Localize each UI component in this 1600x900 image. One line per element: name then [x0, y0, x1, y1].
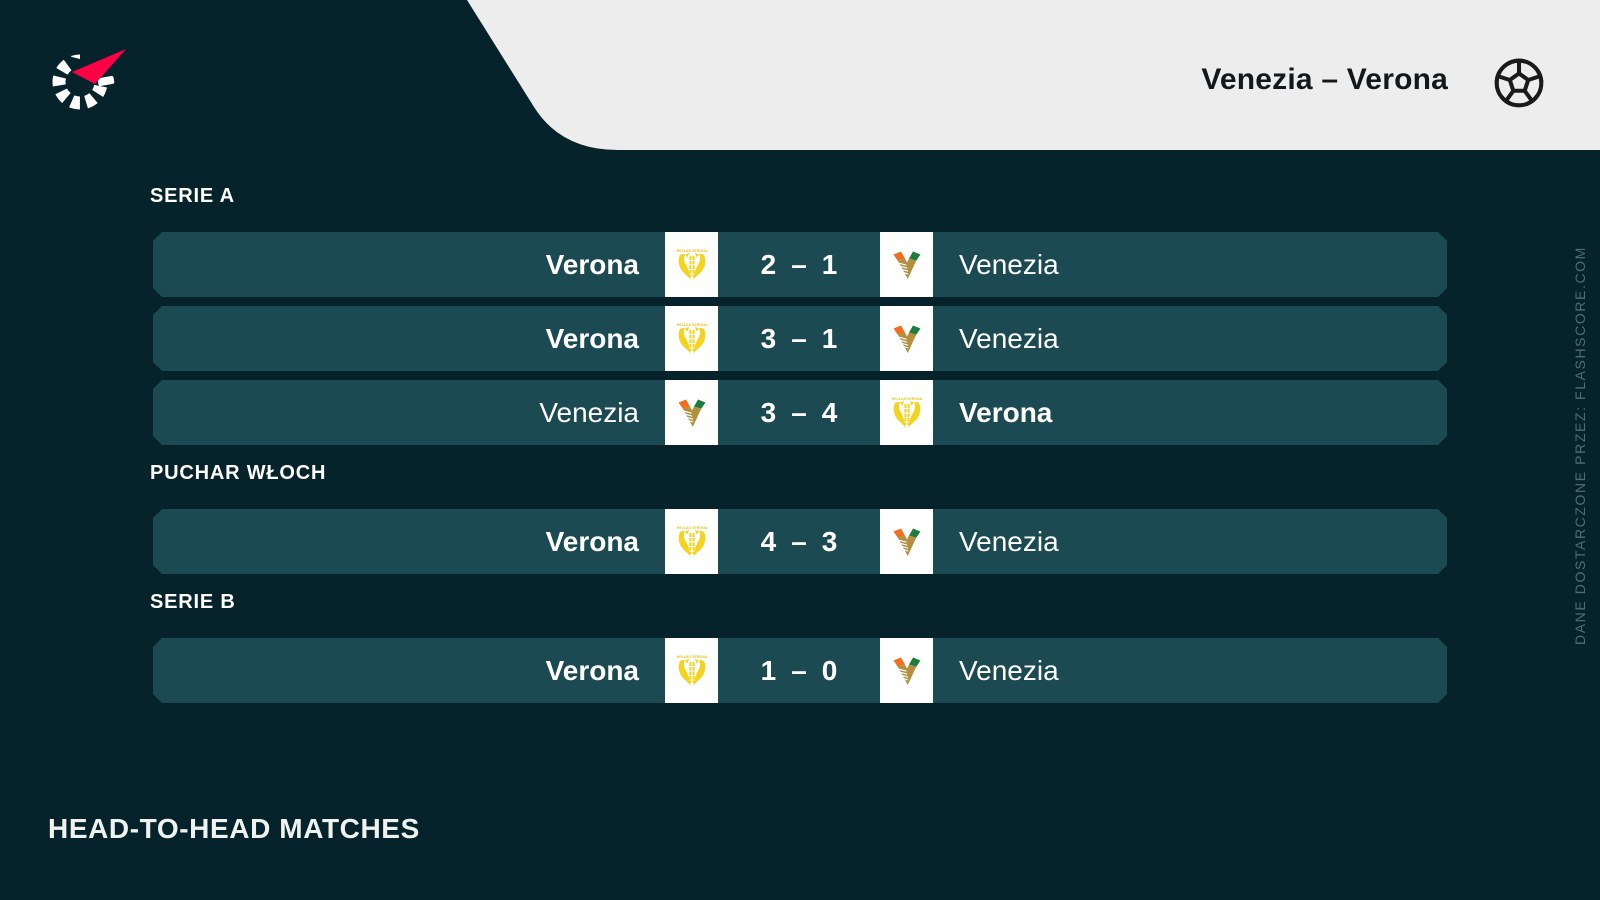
footer-heading: HEAD-TO-HEAD MATCHES	[48, 813, 420, 844]
away-score: 4	[821, 396, 838, 428]
home-team-name: Verona	[545, 525, 639, 557]
venezia-crest	[880, 509, 933, 574]
match-score: 3–1	[718, 306, 880, 371]
section-label: SERIE A	[150, 185, 235, 207]
score-separator: –	[791, 248, 807, 280]
h2h-sections: SERIE A Verona HELLAS VERONA 2–1	[0, 186, 1600, 712]
away-team-name: Venezia	[959, 248, 1059, 280]
home-team-name: Verona	[545, 322, 639, 354]
score-separator: –	[791, 396, 807, 428]
svg-text:HELLAS VERONA: HELLAS VERONA	[676, 655, 707, 659]
verona-crest: HELLAS VERONA	[880, 380, 933, 445]
home-score: 3	[760, 396, 777, 428]
away-score: 0	[821, 654, 838, 686]
match-score: 4–3	[718, 509, 880, 574]
section-serie-a: SERIE A Verona HELLAS VERONA 2–1	[0, 186, 1600, 445]
home-team-name: Venezia	[539, 396, 639, 428]
away-team-name: Venezia	[959, 322, 1059, 354]
venezia-crest	[665, 380, 718, 445]
score-separator: –	[791, 525, 807, 557]
verona-crest: HELLAS VERONA	[665, 638, 718, 703]
score-separator: –	[791, 654, 807, 686]
venezia-crest	[880, 306, 933, 371]
page-title: Venezia – Verona	[1201, 63, 1448, 96]
svg-text:HELLAS VERONA: HELLAS VERONA	[676, 323, 707, 327]
verona-crest: HELLAS VERONA	[665, 509, 718, 574]
match-score: 3–4	[718, 380, 880, 445]
verona-crest: HELLAS VERONA	[665, 232, 718, 297]
away-score: 1	[821, 248, 838, 280]
svg-text:HELLAS VERONA: HELLAS VERONA	[676, 526, 707, 530]
home-team-name: Verona	[545, 248, 639, 280]
home-score: 1	[760, 654, 777, 686]
away-score: 3	[821, 525, 838, 557]
svg-text:HELLAS VERONA: HELLAS VERONA	[676, 249, 707, 253]
section-serie-b: SERIE B Verona HELLAS VERONA 1–0	[0, 592, 1600, 703]
home-score: 2	[760, 248, 777, 280]
section-label: SERIE B	[150, 591, 236, 613]
match-score: 2–1	[718, 232, 880, 297]
section-puchar-w-och: PUCHAR WŁOCH Verona HELLAS VERONA 4–3	[0, 463, 1600, 574]
verona-crest: HELLAS VERONA	[665, 306, 718, 371]
match-row[interactable]: Verona HELLAS VERONA 2–1	[153, 232, 1447, 297]
flashscore-logo[interactable]	[48, 44, 130, 112]
venezia-crest	[880, 638, 933, 703]
provider-watermark: DANE DOSTARCZONE PRZEZ: FLASHSCORE.COM	[1572, 246, 1588, 646]
match-row[interactable]: Verona HELLAS VERONA 1–0	[153, 638, 1447, 703]
score-separator: –	[791, 322, 807, 354]
match-score: 1–0	[718, 638, 880, 703]
svg-text:HELLAS VERONA: HELLAS VERONA	[891, 397, 922, 401]
venezia-crest	[880, 232, 933, 297]
away-team-name: Venezia	[959, 525, 1059, 557]
match-row[interactable]: Venezia 3–4 HELLAS VERONA	[153, 380, 1447, 445]
home-score: 4	[760, 525, 777, 557]
football-icon	[1494, 58, 1544, 108]
match-row[interactable]: Verona HELLAS VERONA 3–1	[153, 306, 1447, 371]
home-score: 3	[760, 322, 777, 354]
home-team-name: Verona	[545, 654, 639, 686]
section-label: PUCHAR WŁOCH	[150, 462, 327, 484]
away-team-name: Verona	[959, 396, 1053, 428]
away-score: 1	[821, 322, 838, 354]
match-row[interactable]: Verona HELLAS VERONA 4–3	[153, 509, 1447, 574]
away-team-name: Venezia	[959, 654, 1059, 686]
